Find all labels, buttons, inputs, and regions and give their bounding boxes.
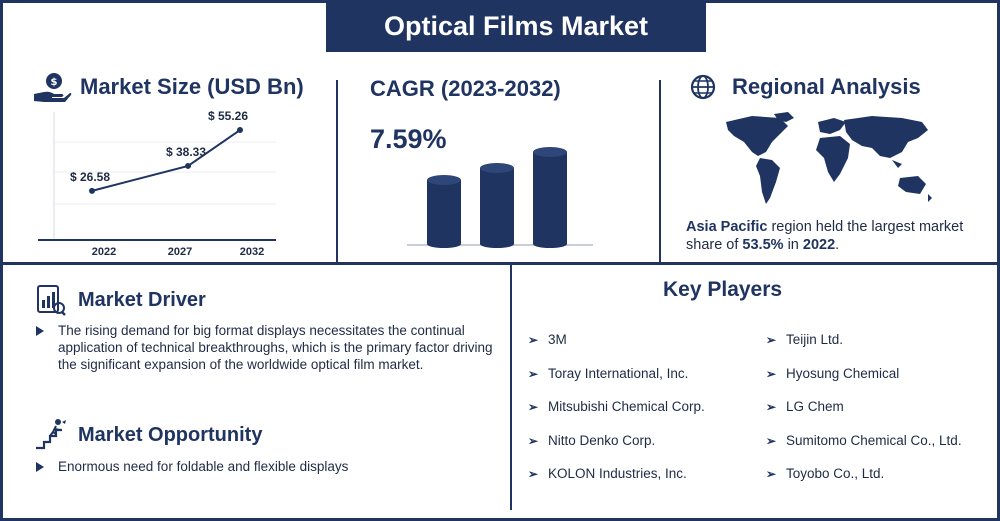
driver-text: The rising demand for big format display…	[58, 323, 493, 372]
globe-icon	[690, 74, 716, 105]
market-size-chart: $ 26.58 2022 $ 38.33 2027 $ 55.26 2032	[38, 109, 276, 258]
cylinder-3	[533, 147, 567, 248]
region-text-mid: region held the largest market share of	[686, 219, 964, 253]
horizontal-divider	[0, 262, 1000, 265]
key-player-item: Toray International, Inc.	[548, 365, 689, 381]
cagr-cylinders-graphic	[407, 147, 593, 248]
stairs-climb-icon	[34, 418, 68, 455]
x-tick-label: 2032	[240, 246, 264, 258]
chevron-right-icon: ➢	[528, 333, 539, 347]
region-share: 53.5%	[742, 237, 784, 253]
region-text-end: .	[835, 237, 840, 253]
data-point	[237, 127, 243, 134]
divider-2	[659, 80, 661, 262]
regional-summary: Asia Pacific region held the largest mar…	[686, 218, 976, 254]
region-year: 2022	[802, 237, 836, 253]
data-label: $ 55.26	[208, 109, 248, 123]
key-players-heading: Key Players	[663, 278, 783, 301]
svg-text:$: $	[51, 77, 58, 88]
opportunity-bullet	[36, 462, 44, 472]
key-player-item: Teijin Ltd.	[786, 332, 844, 347]
world-map	[726, 112, 932, 204]
chevron-right-icon: ➢	[766, 400, 777, 414]
chevron-right-icon: ➢	[766, 366, 777, 381]
driver-heading: Market Driver	[78, 289, 206, 311]
cagr-value: 7.59%	[370, 124, 447, 154]
chevron-right-icon: ➢	[528, 467, 539, 481]
opportunity-heading: Market Opportunity	[78, 424, 263, 446]
cylinder-2	[480, 163, 514, 248]
key-player-item: 3M	[548, 332, 567, 347]
money-hand-icon: $	[32, 72, 72, 109]
chevron-right-icon: ➢	[766, 433, 777, 448]
series-line	[91, 129, 241, 192]
cagr-heading: CAGR (2023-2032)	[370, 76, 561, 101]
data-point	[89, 187, 95, 194]
key-player-item: KOLON Industries, Inc.	[548, 466, 687, 481]
chevron-right-icon: ➢	[528, 366, 539, 381]
x-tick-label: 2022	[92, 246, 116, 258]
divider-3	[510, 262, 512, 510]
key-player-item: LG Chem	[786, 399, 844, 414]
key-player-item: Hyosung Chemical	[786, 365, 900, 381]
key-player-item: Toyobo Co., Ltd.	[786, 466, 885, 481]
opportunity-text: Enormous need for foldable and flexible …	[58, 459, 349, 474]
region-name: Asia Pacific	[686, 219, 768, 235]
market-size-heading: Market Size (USD Bn)	[80, 74, 304, 99]
data-label: $ 26.58	[70, 170, 110, 184]
cylinder-1	[427, 175, 461, 248]
regional-heading: Regional Analysis	[732, 74, 921, 99]
data-label: $ 38.33	[166, 145, 206, 159]
report-chart-icon	[34, 284, 66, 321]
x-tick-label: 2027	[168, 246, 192, 258]
key-player-item: Sumitomo Chemical Co., Ltd.	[786, 432, 962, 448]
chevron-right-icon: ➢	[766, 467, 777, 481]
region-text-in: in	[783, 237, 803, 253]
key-player-item: Mitsubishi Chemical Corp.	[548, 399, 705, 414]
driver-bullet	[36, 326, 44, 336]
chevron-right-icon: ➢	[766, 333, 777, 347]
chevron-right-icon: ➢	[528, 433, 539, 448]
key-player-item: Nitto Denko Corp.	[548, 432, 656, 448]
page-title: Optical Films Market	[326, 0, 706, 52]
divider-1	[336, 80, 338, 262]
chevron-right-icon: ➢	[528, 400, 539, 414]
data-point	[185, 162, 191, 169]
